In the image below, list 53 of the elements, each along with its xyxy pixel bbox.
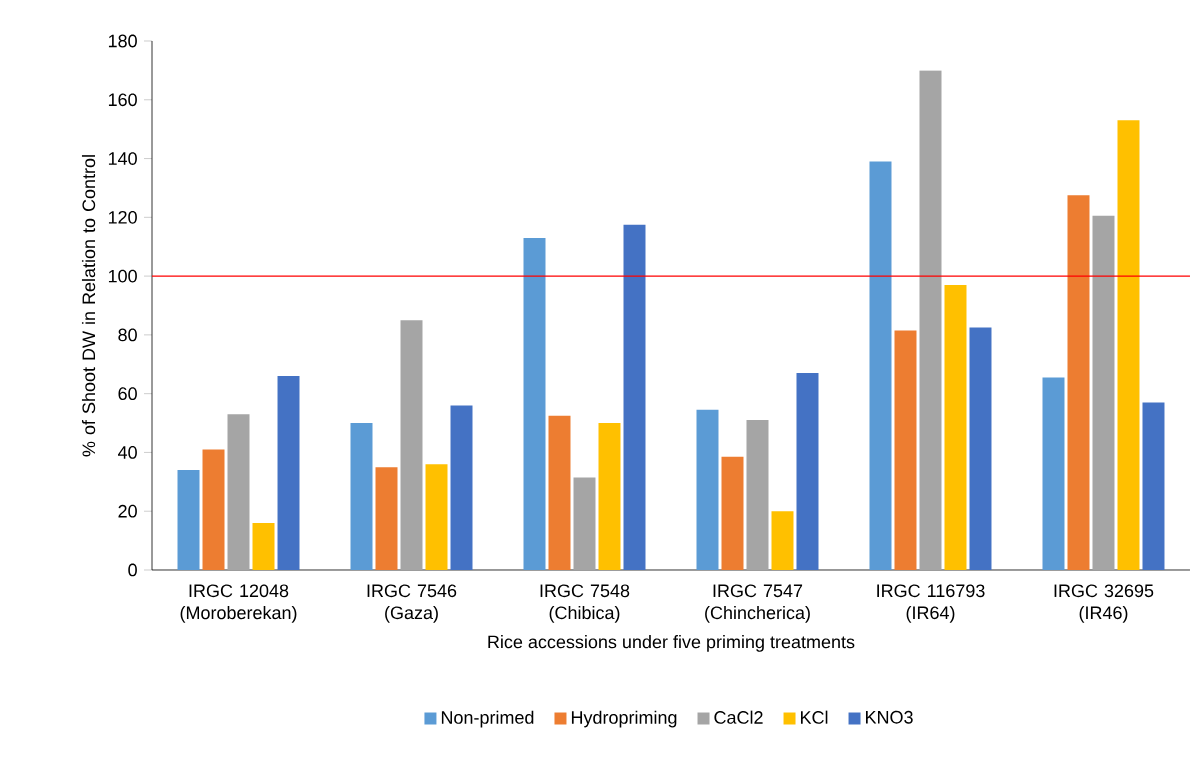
y-tick-label: 140 — [108, 152, 137, 165]
bar — [350, 423, 373, 570]
x-tick-label: IRGC 7547 (Chincherica) — [705, 584, 810, 623]
x-tick-label: IRGC 7546 (Gaza) — [367, 584, 457, 623]
bar — [227, 414, 250, 570]
x-axis-title: Rice accessions under five priming treatments — [488, 635, 855, 652]
y-tick-label: 180 — [108, 34, 137, 48]
legend-label: CaCl2 — [714, 710, 763, 724]
bar — [1117, 120, 1140, 570]
legend-label: Non-primed — [441, 710, 534, 728]
x-tick-label: IRGC 32695 (IR46) — [1054, 584, 1154, 623]
bar — [598, 423, 621, 570]
y-tick-label: 100 — [108, 269, 137, 283]
y-tick-label: 160 — [108, 93, 137, 107]
x-tick-label: IRGC 116793 (IR64) — [877, 584, 985, 623]
bar — [869, 161, 892, 570]
bar — [796, 373, 819, 570]
bar — [746, 420, 769, 570]
bar — [1092, 215, 1115, 570]
x-tick-label: IRGC 12048 (Moroberekan) — [180, 584, 297, 623]
bar — [523, 237, 546, 570]
y-tick-label: 40 — [117, 446, 137, 459]
bar — [944, 284, 967, 570]
bar — [1042, 377, 1065, 570]
bar — [177, 470, 200, 570]
bar — [771, 511, 794, 570]
legend-label: Hydropriming — [571, 710, 677, 728]
bar — [252, 522, 275, 570]
bar — [375, 467, 398, 570]
y-tick-label: 120 — [108, 210, 137, 224]
bar — [919, 70, 942, 570]
bar — [696, 409, 719, 570]
bar — [894, 330, 917, 570]
bar — [1142, 402, 1165, 570]
bar — [277, 376, 300, 570]
y-tick-label: 20 — [118, 504, 137, 518]
y-axis-title: % of Shoot DW in Relation to Control — [81, 155, 96, 457]
y-tick-label: 80 — [118, 328, 137, 342]
x-tick-label: IRGC 7548 (Chibica) — [540, 584, 630, 623]
bar — [573, 477, 596, 570]
bar — [548, 415, 571, 570]
legend-label: KNO3 — [866, 710, 913, 724]
bar — [623, 224, 646, 570]
bar — [1067, 195, 1090, 570]
y-tick-label: 60 — [118, 387, 137, 401]
y-tick-label: 0 — [128, 563, 137, 577]
bar — [969, 327, 992, 570]
bar — [721, 456, 744, 570]
bar — [425, 464, 448, 570]
legend-label: KCl — [801, 710, 828, 724]
bar — [400, 320, 423, 570]
bar — [202, 449, 225, 570]
bar — [450, 405, 473, 570]
